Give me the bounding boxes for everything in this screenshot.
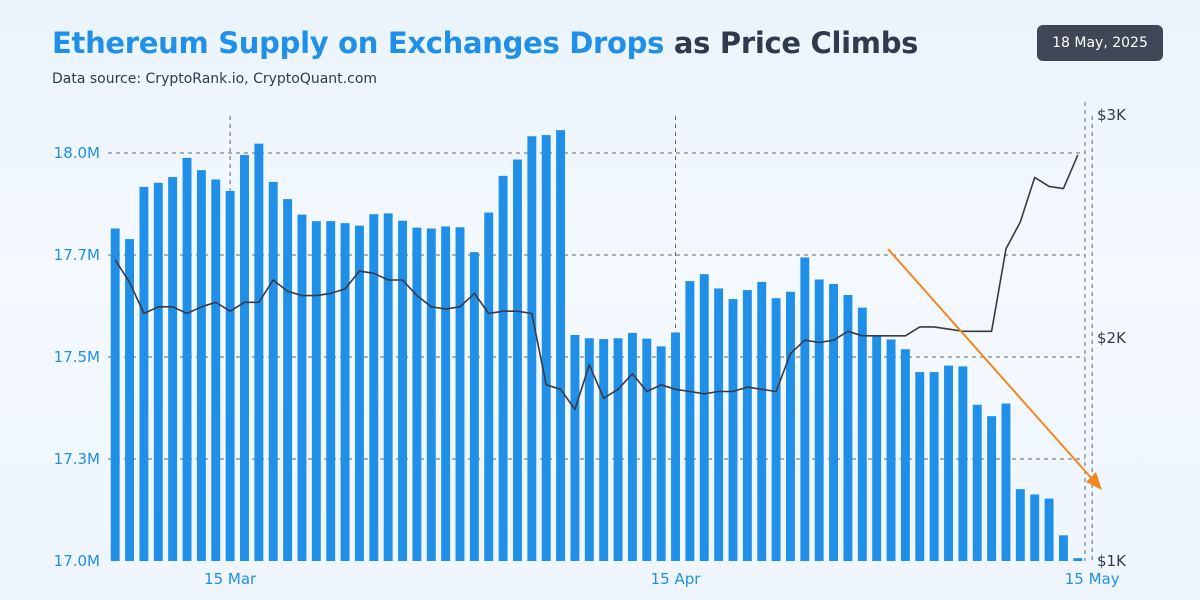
supply-bar xyxy=(455,227,465,562)
supply-bar xyxy=(240,155,249,562)
supply-bar xyxy=(441,226,451,561)
data-source-caption: Data source: CryptoRank.io, CryptoQuant.… xyxy=(52,71,378,87)
title-highlight: Ethereum Supply on Exchanges Drops xyxy=(52,26,665,60)
supply-bar xyxy=(714,288,724,561)
supply-bar xyxy=(196,170,206,562)
y-right-tick-label: $1K xyxy=(1097,552,1127,570)
supply-bar xyxy=(556,130,566,562)
supply-bar xyxy=(139,186,149,561)
supply-bar xyxy=(541,135,551,561)
supply-bar xyxy=(268,181,278,561)
supply-bar xyxy=(153,182,163,561)
supply-bar xyxy=(685,281,695,561)
supply-bar xyxy=(283,199,293,561)
supply-bar xyxy=(972,404,982,561)
supply-bar xyxy=(1058,535,1068,561)
supply-bar xyxy=(326,221,336,562)
supply-bar xyxy=(1001,403,1011,561)
y-right-tick-label: $3K xyxy=(1097,106,1127,124)
supply-bar xyxy=(857,307,867,561)
supply-bar xyxy=(1073,558,1083,561)
y-left-tick-label: 17.5M xyxy=(54,348,100,366)
supply-bar xyxy=(728,299,738,561)
supply-bar xyxy=(872,334,882,561)
supply-bar xyxy=(1044,498,1054,561)
supply-bar xyxy=(168,177,178,561)
supply-bar xyxy=(800,257,810,561)
y-right-tick-label: $2K xyxy=(1097,329,1127,347)
supply-bar xyxy=(757,281,767,561)
supply-bar xyxy=(469,252,479,562)
supply-bar xyxy=(742,290,752,561)
supply-bar xyxy=(297,214,307,561)
y-left-tick-label: 18.0M xyxy=(54,144,100,162)
supply-bar xyxy=(110,228,120,562)
supply-bar xyxy=(398,220,407,561)
x-tick-label: 15 Mar xyxy=(204,570,257,588)
x-tick-label: 15 May xyxy=(1065,570,1120,588)
supply-bar xyxy=(340,223,350,561)
supply-bar xyxy=(886,339,896,561)
supply-bar xyxy=(627,332,637,561)
supply-bar xyxy=(254,143,264,561)
supply-bar xyxy=(383,213,393,561)
supply-bar xyxy=(498,175,508,561)
date-badge: 18 May, 2025 xyxy=(1037,25,1163,61)
supply-bar xyxy=(354,225,364,561)
supply-bar xyxy=(412,227,422,561)
y-left-tick-label: 17.0M xyxy=(54,552,100,570)
supply-bar xyxy=(513,159,522,561)
supply-bar xyxy=(843,294,853,561)
supply-bar xyxy=(484,212,494,561)
supply-bar xyxy=(1030,494,1040,561)
supply-bar xyxy=(814,279,824,561)
supply-bar xyxy=(929,372,939,561)
supply-bar xyxy=(1015,489,1025,561)
trend-annotation xyxy=(887,248,1102,490)
trend-arrow-head xyxy=(1086,472,1102,490)
supply-bar xyxy=(671,332,680,561)
supply-bar xyxy=(944,365,953,561)
supply-bar xyxy=(987,416,997,561)
supply-bar xyxy=(225,190,235,561)
supply-bar xyxy=(771,298,781,561)
supply-bar xyxy=(584,338,594,561)
supply-bar xyxy=(900,349,910,561)
supply-bar xyxy=(570,334,580,561)
supply-bar xyxy=(599,339,609,561)
supply-bar xyxy=(915,372,925,561)
x-tick-label: 15 Apr xyxy=(651,570,702,588)
supply-bar xyxy=(311,221,321,562)
supply-bar xyxy=(211,179,221,561)
trend-arrow-shaft xyxy=(887,248,1094,481)
price-line xyxy=(114,154,1079,411)
supply-bar xyxy=(125,239,135,561)
supply-bar xyxy=(527,136,537,561)
y-left-tick-label: 17.7M xyxy=(54,246,100,264)
supply-bar xyxy=(829,283,839,561)
supply-bar xyxy=(642,338,652,561)
supply-bar xyxy=(699,274,709,561)
supply-bars xyxy=(110,130,1083,562)
y-left-tick-label: 17.3M xyxy=(54,450,100,468)
supply-bar xyxy=(786,291,795,561)
supply-bar xyxy=(656,346,666,561)
supply-bar xyxy=(958,366,968,561)
supply-bar xyxy=(426,228,436,562)
chart-title: Ethereum Supply on Exchanges Drops as Pr… xyxy=(52,26,918,60)
axes: 18.0M 17.7M 17.5M 17.3M 17.0M $3K $2K $1K 15 Mar… xyxy=(54,106,1127,588)
price-line-layer xyxy=(114,154,1079,411)
supply-bar xyxy=(182,157,192,561)
supply-bar xyxy=(369,214,379,561)
supply-bar xyxy=(613,338,623,561)
title-rest: as Price Climbs xyxy=(664,26,919,60)
